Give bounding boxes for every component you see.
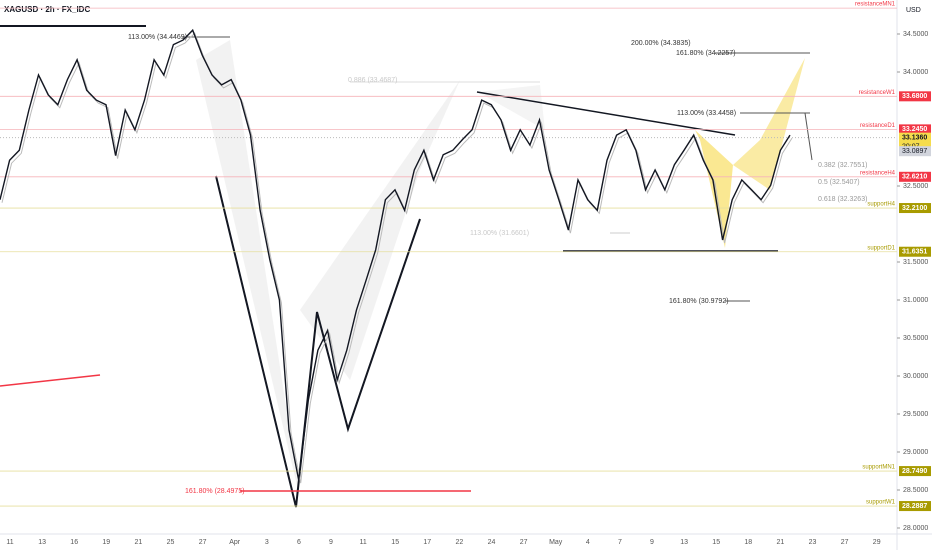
x-tick-label: 6 (297, 539, 301, 546)
price-box-label: 33.1360 (902, 135, 927, 142)
annotation: 0.618 (32.3263) (818, 196, 867, 203)
x-tick-label: 9 (329, 539, 333, 546)
x-tick-label: 9 (650, 539, 654, 546)
x-tick-label: 27 (520, 539, 528, 546)
x-tick-label: 11 (6, 539, 13, 546)
price-box-label: 28.7490 (902, 468, 927, 475)
level-name: supportH4 (867, 202, 895, 208)
y-tick-label: 32.5000 (903, 183, 928, 190)
y-tick-label: 30.0000 (903, 373, 928, 380)
chart-title: XAGUSD · 2h · FX_IDC (4, 5, 90, 14)
x-tick-label: 18 (744, 539, 752, 546)
level-name: supportW1 (866, 500, 896, 506)
x-tick-label: 23 (809, 539, 817, 546)
x-tick-label: May (549, 539, 563, 546)
y-tick-label: 29.0000 (903, 449, 928, 456)
annotation: 161.80% (28.4975) (185, 488, 245, 495)
x-tick-label: 22 (456, 539, 464, 546)
x-tick-label: 16 (70, 539, 78, 546)
x-tick-label: 3 (265, 539, 269, 546)
x-tick-label: 21 (777, 539, 785, 546)
price-line (0, 28, 791, 481)
price-box (899, 466, 931, 477)
y-tick-label: 31.0000 (903, 297, 928, 304)
x-tick-label: 11 (359, 539, 366, 546)
y-tick-label: 34.5000 (903, 31, 928, 38)
price-box (899, 246, 931, 257)
price-box (899, 203, 931, 214)
price-box (899, 124, 931, 135)
x-tick-label: 17 (423, 539, 431, 546)
y-tick-label: 28.5000 (903, 487, 928, 494)
x-tick-label: 15 (712, 539, 720, 546)
x-tick-label: 25 (167, 539, 175, 546)
level-name: resistanceMN1 (855, 2, 896, 8)
x-tick-label: Apr (229, 539, 241, 546)
x-tick-label: 13 (38, 539, 46, 546)
price-box-label: 28.2887 (902, 503, 927, 510)
price-box-label: 31.6351 (902, 249, 927, 256)
level-name: resistanceD1 (860, 123, 896, 129)
annotation: 161.80% (30.9792) (669, 298, 729, 305)
level-name: resistanceH4 (860, 170, 896, 176)
y-tick-label: 30.5000 (903, 335, 928, 342)
price-box-label: 32.6210 (902, 174, 927, 181)
y-tick-label: 28.0000 (903, 525, 928, 532)
currency: USD (906, 7, 921, 14)
x-tick-label: 7 (618, 539, 622, 546)
price-box (899, 171, 931, 182)
y-tick-label: 31.5000 (903, 259, 928, 266)
x-tick-label: 24 (488, 539, 496, 546)
price-box-label: 33.6800 (902, 93, 927, 100)
x-tick-label: 27 (841, 539, 849, 546)
price-box-label: 33.2450 (902, 126, 927, 133)
x-tick-label: 19 (102, 539, 110, 546)
price-box (899, 91, 931, 102)
price-box-label: 32.2100 (902, 205, 927, 212)
x-tick-label: 27 (199, 539, 207, 546)
annotation: 113.00% (31.6601) (470, 230, 529, 237)
annotation: 0.382 (32.7551) (818, 162, 867, 169)
level-name: supportD1 (867, 245, 895, 251)
level-name: supportMN1 (862, 465, 895, 471)
annotation: 113.00% (34.4469) (128, 34, 187, 41)
annotation: 0.5 (32.5407) (818, 179, 860, 186)
level-name: resistanceW1 (859, 90, 896, 96)
annotation: 0.886 (33.4687) (348, 77, 397, 84)
x-tick-label: 15 (391, 539, 399, 546)
y-tick-label: 29.5000 (903, 411, 928, 418)
annotation: 200.00% (34.3835) (631, 40, 691, 47)
x-tick-label: 29 (873, 539, 881, 546)
price-box-label: 33.0897 (902, 148, 927, 155)
y-tick-label: 34.0000 (903, 69, 928, 76)
price-box (899, 501, 931, 512)
x-tick-label: 21 (135, 539, 143, 546)
price-box (899, 146, 931, 157)
annotation: 161.80% (34.2257) (676, 50, 736, 57)
x-tick-label: 13 (680, 539, 688, 546)
annotation: 113.00% (33.4458) (677, 110, 736, 117)
x-tick-label: 4 (586, 539, 590, 546)
